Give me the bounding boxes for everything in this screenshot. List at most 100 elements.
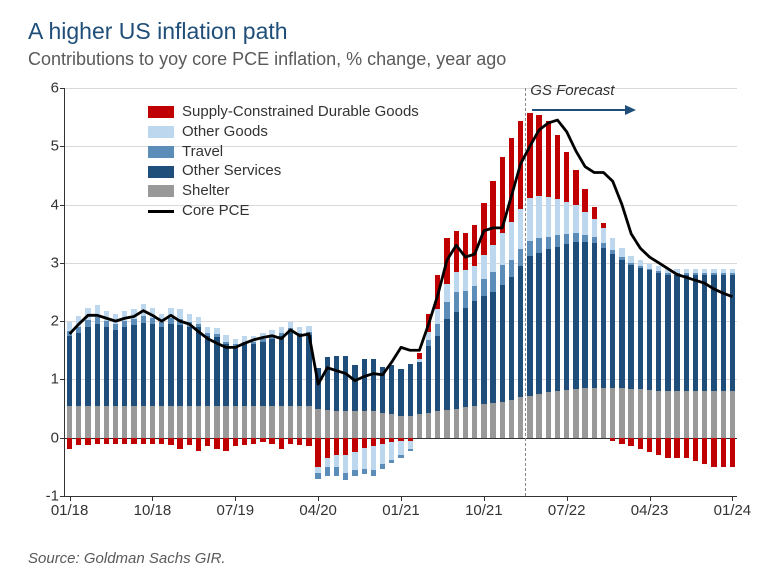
- bar-shelter: [647, 390, 652, 438]
- legend-label: Other Services: [182, 162, 281, 181]
- bar-shelter: [196, 406, 201, 438]
- bar-travel: [472, 286, 477, 301]
- forecast-label: GS Forecast: [530, 82, 614, 99]
- legend-label: Core PCE: [182, 202, 250, 221]
- bar-travel: [288, 328, 293, 331]
- bar-shelter: [150, 406, 155, 438]
- bar-travel: [536, 238, 541, 253]
- bar-supply_constrained: [279, 438, 284, 450]
- bar-travel: [592, 237, 597, 243]
- bar-shelter: [500, 402, 505, 438]
- bar-shelter: [141, 406, 146, 438]
- chart-container: A higher US inflation path Contributions…: [0, 0, 782, 588]
- bar-travel: [638, 266, 643, 268]
- bar-other_services: [582, 242, 587, 388]
- bar-other_services: [619, 260, 624, 388]
- bar-travel: [352, 470, 357, 476]
- bar-other_services: [702, 275, 707, 392]
- bar-shelter: [95, 406, 100, 438]
- bar-travel: [721, 273, 726, 274]
- bar-other_services: [251, 344, 256, 405]
- bar-shelter: [177, 406, 182, 438]
- bar-supply_constrained: [306, 438, 311, 447]
- bar-travel: [334, 467, 339, 476]
- bar-shelter: [343, 411, 348, 437]
- bar-supply_constrained: [454, 231, 459, 272]
- bar-supply_constrained: [674, 438, 679, 458]
- bar-other_goods: [297, 327, 302, 333]
- bar-supply_constrained: [141, 438, 146, 444]
- bar-shelter: [242, 406, 247, 438]
- bar-other_services: [242, 344, 247, 405]
- bar-shelter: [371, 411, 376, 437]
- bar-other_services: [398, 369, 403, 416]
- bar-travel: [628, 263, 633, 265]
- bar-supply_constrained: [582, 189, 587, 212]
- bar-supply_constrained: [67, 438, 72, 450]
- legend-swatch: [148, 106, 174, 118]
- bar-other_services: [711, 275, 716, 392]
- bar-shelter: [601, 388, 606, 438]
- bar-shelter: [674, 391, 679, 438]
- chart-area: -1012345601/1810/1807/1904/2001/2110/210…: [28, 80, 748, 530]
- bar-supply_constrained: [325, 438, 330, 458]
- bar-other_services: [454, 312, 459, 408]
- bar-travel: [343, 473, 348, 480]
- bar-shelter: [122, 406, 127, 438]
- bar-other_goods: [288, 322, 293, 328]
- bar-other_goods: [638, 260, 643, 266]
- bar-supply_constrained: [223, 438, 228, 451]
- bar-supply_constrained: [168, 438, 173, 445]
- bar-travel: [444, 302, 449, 319]
- bar-travel: [159, 322, 164, 327]
- bar-supply_constrained: [546, 121, 551, 197]
- legend-line-swatch: [148, 210, 174, 213]
- bar-travel: [527, 241, 532, 256]
- bar-other_services: [380, 367, 385, 414]
- bar-other_services: [371, 359, 376, 411]
- bar-shelter: [463, 407, 468, 437]
- bar-travel: [573, 233, 578, 242]
- bar-other_services: [647, 270, 652, 389]
- bar-other_services: [352, 365, 357, 412]
- bar-shelter: [260, 406, 265, 438]
- bar-travel: [518, 249, 523, 265]
- bar-supply_constrained: [159, 438, 164, 444]
- legend-swatch: [148, 185, 174, 197]
- bar-shelter: [426, 413, 431, 437]
- bar-shelter: [684, 391, 689, 438]
- bar-travel: [380, 464, 385, 469]
- bar-supply_constrained: [150, 438, 155, 444]
- bar-other_services: [233, 347, 238, 405]
- bar-travel: [711, 273, 716, 274]
- bar-other_goods: [481, 255, 486, 278]
- legend-item-supply_constrained: Supply-Constrained Durable Goods: [148, 103, 419, 122]
- bar-travel: [122, 321, 127, 327]
- bar-supply_constrained: [573, 170, 578, 205]
- bar-shelter: [573, 389, 578, 438]
- bar-shelter: [638, 389, 643, 437]
- bar-supply_constrained: [205, 438, 210, 447]
- bar-other_services: [205, 336, 210, 406]
- bar-other_services: [536, 253, 541, 394]
- bar-other_goods: [205, 327, 210, 333]
- forecast-divider: [525, 88, 526, 496]
- bar-travel: [177, 319, 182, 325]
- bar-supply_constrained: [242, 438, 247, 445]
- bar-other_services: [389, 365, 394, 415]
- bar-supply_constrained: [684, 438, 689, 458]
- bar-other_services: [343, 356, 348, 411]
- bar-other_goods: [702, 269, 707, 274]
- bar-supply_constrained: [251, 438, 256, 444]
- bar-shelter: [233, 406, 238, 438]
- bar-shelter: [362, 411, 367, 437]
- bar-other_services: [187, 327, 192, 406]
- bar-shelter: [306, 406, 311, 438]
- chart-title: A higher US inflation path: [28, 18, 754, 45]
- bar-other_services: [223, 344, 228, 405]
- bar-shelter: [472, 406, 477, 438]
- bar-shelter: [702, 391, 707, 438]
- bar-supply_constrained: [472, 225, 477, 266]
- bar-supply_constrained: [665, 438, 670, 458]
- bar-other_services: [269, 339, 274, 406]
